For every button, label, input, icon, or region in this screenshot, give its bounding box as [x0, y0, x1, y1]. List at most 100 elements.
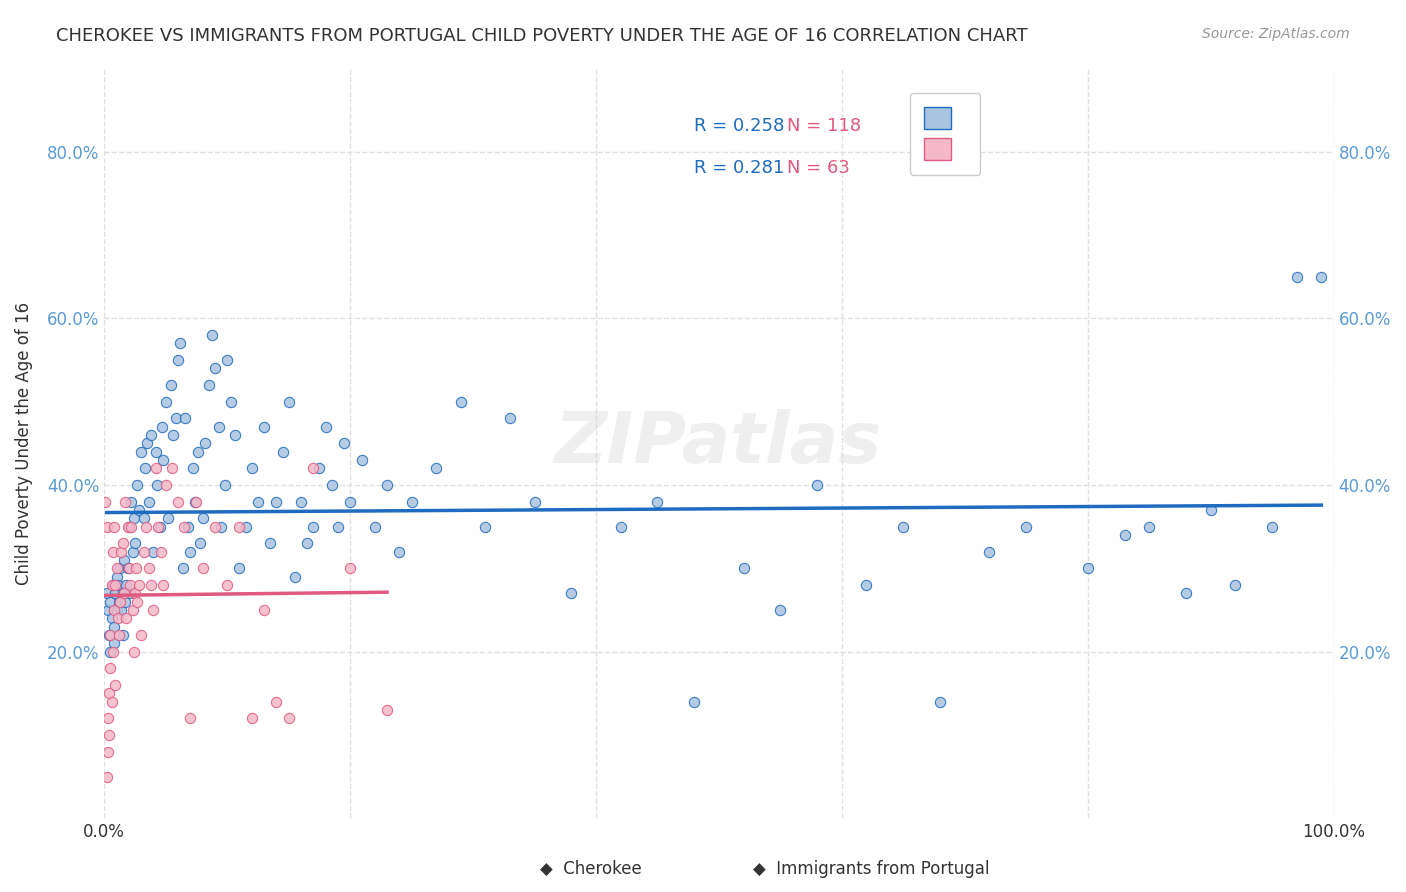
Point [138, 561, 160, 575]
Point [117, 561, 139, 575]
Point [128, 578, 150, 592]
Point [266, 695, 288, 709]
Point [108, 595, 131, 609]
Point [162, 428, 184, 442]
Point [117, 520, 139, 534]
Point [96, 586, 118, 600]
Point [160, 461, 183, 475]
Point [110, 595, 132, 609]
Point [240, 711, 263, 725]
Point [149, 545, 172, 559]
Point [201, 328, 224, 343]
Point [277, 394, 299, 409]
Point [101, 645, 124, 659]
Point [108, 628, 131, 642]
Point [184, 495, 207, 509]
Point [97, 745, 120, 759]
Point [259, 536, 281, 550]
Point [127, 595, 149, 609]
Point [104, 586, 127, 600]
Point [142, 545, 165, 559]
Point [122, 645, 145, 659]
Point [191, 511, 214, 525]
Point [104, 578, 127, 592]
Point [253, 420, 276, 434]
Point [134, 461, 156, 475]
Point [100, 645, 122, 659]
Point [139, 428, 162, 442]
Point [101, 545, 124, 559]
Point [118, 561, 141, 575]
Point [855, 578, 877, 592]
Point [142, 603, 165, 617]
Point [228, 561, 250, 575]
Point [111, 628, 134, 642]
Point [979, 545, 1001, 559]
Point [103, 620, 125, 634]
Point [217, 578, 239, 592]
Point [121, 603, 143, 617]
Point [1310, 269, 1333, 284]
Point [333, 436, 356, 450]
Point [124, 586, 146, 600]
Point [214, 478, 236, 492]
Point [609, 520, 631, 534]
Point [188, 536, 211, 550]
Point [150, 420, 173, 434]
Text: N = 118: N = 118 [786, 117, 860, 136]
Point [105, 603, 128, 617]
Point [235, 520, 257, 534]
Text: ZIPatlas: ZIPatlas [555, 409, 883, 478]
Point [105, 561, 128, 575]
Point [302, 520, 325, 534]
Point [179, 711, 201, 725]
Point [1199, 503, 1222, 517]
Point [891, 520, 914, 534]
Point [253, 603, 276, 617]
Point [139, 578, 162, 592]
Point [560, 586, 582, 600]
Point [204, 520, 226, 534]
Point [181, 461, 204, 475]
Point [100, 595, 122, 609]
Point [194, 436, 217, 450]
Point [148, 520, 170, 534]
Point [129, 445, 152, 459]
Point [155, 394, 177, 409]
Point [97, 603, 120, 617]
Point [111, 586, 134, 600]
Point [120, 520, 142, 534]
Point [217, 353, 239, 368]
Point [1261, 520, 1284, 534]
Point [121, 545, 143, 559]
Text: CHEROKEE VS IMMIGRANTS FROM PORTUGAL CHILD POVERTY UNDER THE AGE OF 16 CORRELATI: CHEROKEE VS IMMIGRANTS FROM PORTUGAL CHI… [56, 27, 1028, 45]
Text: Source: ZipAtlas.com: Source: ZipAtlas.com [1202, 27, 1350, 41]
Point [806, 478, 828, 492]
Point [1225, 578, 1247, 592]
Point [474, 520, 496, 534]
Text: N = 63: N = 63 [786, 159, 849, 177]
Point [110, 545, 132, 559]
Point [179, 545, 201, 559]
Point [197, 378, 219, 392]
Point [172, 561, 194, 575]
Point [683, 695, 706, 709]
Point [100, 628, 122, 642]
Point [207, 420, 229, 434]
Point [112, 553, 135, 567]
Point [1114, 528, 1136, 542]
Point [733, 561, 755, 575]
Text: ◆  Cherokee: ◆ Cherokee [540, 860, 641, 878]
Point [135, 520, 157, 534]
Text: R = 0.258: R = 0.258 [695, 117, 785, 136]
Point [127, 478, 149, 492]
Point [364, 520, 387, 534]
Point [145, 461, 167, 475]
Point [246, 495, 269, 509]
Point [321, 478, 343, 492]
Point [219, 394, 242, 409]
Point [110, 603, 132, 617]
Point [523, 495, 546, 509]
Point [167, 495, 190, 509]
Point [107, 578, 129, 592]
